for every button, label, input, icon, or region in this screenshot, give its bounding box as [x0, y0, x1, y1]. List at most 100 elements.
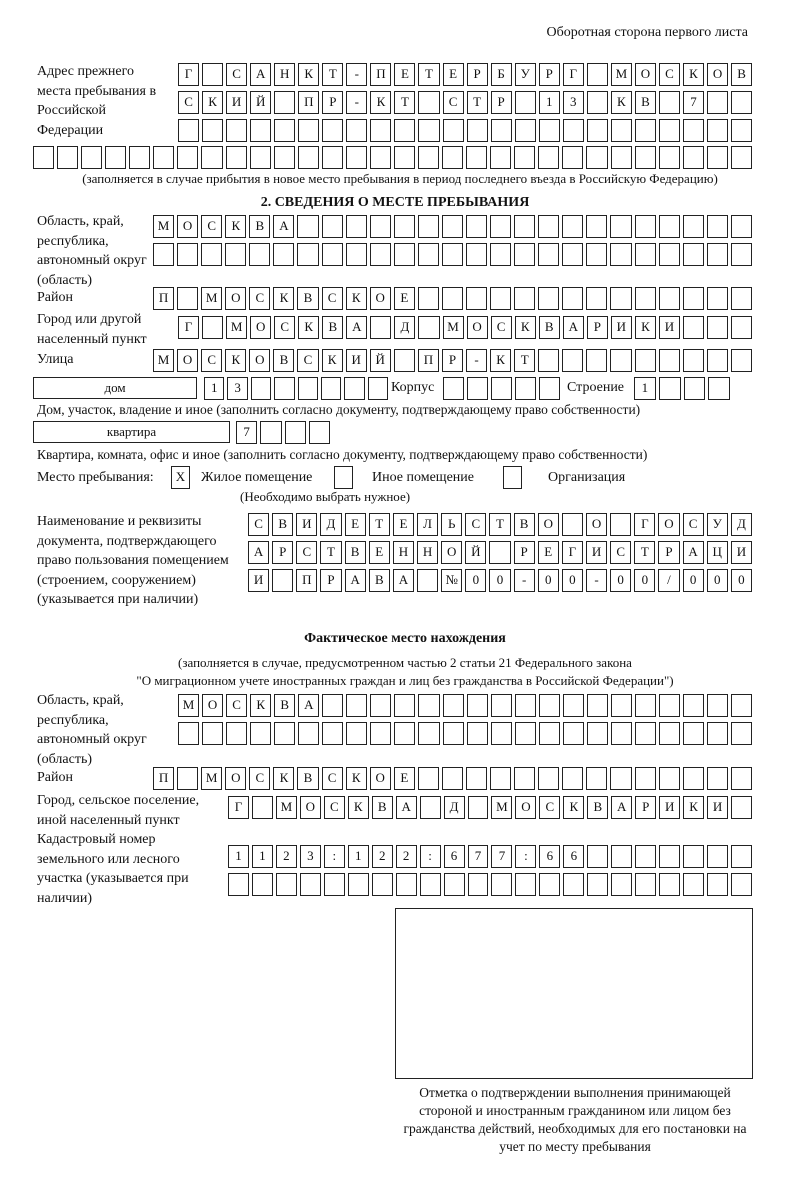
char-cell[interactable] — [659, 845, 681, 868]
char-cell[interactable]: К — [634, 316, 656, 339]
char-cell[interactable]: О — [466, 316, 488, 339]
char-cell[interactable] — [634, 349, 656, 372]
char-cell[interactable] — [394, 119, 416, 142]
char-cell[interactable]: 0 — [634, 569, 656, 592]
char-cell[interactable] — [658, 349, 680, 372]
char-cell[interactable] — [346, 694, 368, 717]
char-cell[interactable]: И — [585, 541, 608, 564]
char-cell[interactable]: А — [682, 541, 704, 564]
char-cell[interactable]: Г — [634, 513, 656, 536]
char-cell[interactable]: Р — [513, 541, 535, 564]
char-cell[interactable] — [417, 215, 439, 238]
char-cell[interactable] — [346, 119, 368, 142]
char-cell[interactable]: С — [682, 513, 704, 536]
char-cell[interactable]: Е — [442, 63, 464, 86]
char-cell[interactable]: 1 — [538, 91, 560, 114]
char-cell[interactable]: С — [539, 796, 561, 819]
char-cell[interactable] — [466, 767, 488, 790]
char-cell[interactable]: О — [707, 63, 729, 86]
stay-option-organization-checkbox[interactable] — [503, 466, 522, 489]
char-cell[interactable] — [562, 767, 584, 790]
char-cell[interactable] — [201, 243, 223, 266]
char-cell[interactable] — [442, 119, 464, 142]
char-cell[interactable] — [707, 873, 729, 896]
char-cell[interactable] — [634, 767, 656, 790]
char-cell[interactable] — [250, 722, 272, 745]
char-cell[interactable]: И — [658, 316, 680, 339]
char-cell[interactable] — [682, 146, 704, 169]
char-cell[interactable]: : — [323, 845, 345, 868]
char-cell[interactable]: И — [707, 796, 729, 819]
char-cell[interactable] — [489, 541, 511, 564]
char-cell[interactable]: В — [273, 349, 295, 372]
char-cell[interactable]: С — [249, 287, 271, 310]
char-cell[interactable] — [562, 215, 584, 238]
char-cell[interactable] — [178, 119, 200, 142]
char-cell[interactable] — [586, 63, 608, 86]
char-cell[interactable] — [344, 377, 365, 400]
char-cell[interactable]: К — [682, 63, 705, 86]
char-cell[interactable] — [587, 845, 609, 868]
char-cell[interactable] — [658, 215, 680, 238]
char-cell[interactable]: И — [730, 541, 752, 564]
char-cell[interactable] — [514, 146, 536, 169]
char-cell[interactable]: А — [273, 215, 295, 238]
char-cell[interactable]: И — [296, 513, 318, 536]
char-cell[interactable]: К — [273, 287, 295, 310]
char-cell[interactable] — [611, 873, 633, 896]
char-cell[interactable]: 0 — [489, 569, 511, 592]
char-cell[interactable] — [611, 845, 633, 868]
char-cell[interactable]: Р — [322, 91, 344, 114]
char-cell[interactable] — [367, 377, 388, 400]
char-cell[interactable] — [275, 873, 297, 896]
char-cell[interactable] — [105, 146, 127, 169]
char-cell[interactable] — [586, 287, 608, 310]
char-cell[interactable] — [586, 767, 608, 790]
char-cell[interactable] — [658, 694, 680, 717]
char-cell[interactable] — [514, 694, 536, 717]
char-cell[interactable]: Е — [393, 767, 415, 790]
char-cell[interactable] — [346, 722, 368, 745]
char-cell[interactable] — [610, 767, 632, 790]
char-cell[interactable]: К — [298, 316, 320, 339]
char-cell[interactable]: А — [344, 569, 366, 592]
char-cell[interactable]: 0 — [561, 569, 583, 592]
korpus-row[interactable] — [443, 377, 560, 400]
char-cell[interactable]: Р — [466, 63, 488, 86]
char-cell[interactable] — [441, 215, 464, 238]
char-cell[interactable] — [514, 767, 536, 790]
char-cell[interactable] — [730, 146, 752, 169]
char-cell[interactable] — [562, 119, 584, 142]
char-cell[interactable] — [202, 119, 224, 142]
char-cell[interactable] — [393, 215, 415, 238]
char-cell[interactable]: В — [587, 796, 609, 819]
char-cell[interactable] — [706, 243, 728, 266]
char-cell[interactable]: В — [297, 767, 319, 790]
char-cell[interactable] — [514, 722, 536, 745]
char-cell[interactable]: 1 — [251, 845, 273, 868]
char-cell[interactable]: О — [177, 215, 199, 238]
char-cell[interactable] — [33, 146, 55, 169]
char-cell[interactable]: С — [178, 91, 200, 114]
char-cell[interactable] — [730, 243, 752, 266]
char-cell[interactable] — [682, 694, 705, 717]
char-cell[interactable]: П — [153, 287, 175, 310]
char-cell[interactable] — [539, 873, 561, 896]
char-cell[interactable]: О — [585, 513, 608, 536]
char-cell[interactable] — [658, 377, 681, 400]
char-cell[interactable]: М — [201, 767, 223, 790]
char-cell[interactable] — [466, 215, 488, 238]
house-type-field[interactable]: дом — [33, 377, 197, 399]
char-cell[interactable] — [177, 767, 199, 790]
char-cell[interactable]: К — [490, 349, 512, 372]
char-cell[interactable]: А — [395, 796, 417, 819]
char-cell[interactable]: 0 — [465, 569, 487, 592]
char-cell[interactable] — [586, 694, 608, 717]
char-cell[interactable] — [707, 722, 729, 745]
prev-address-row-4[interactable] — [33, 146, 752, 169]
char-cell[interactable] — [586, 215, 608, 238]
char-cell[interactable]: Н — [416, 541, 439, 564]
char-cell[interactable]: 7 — [491, 845, 513, 868]
char-cell[interactable] — [562, 287, 584, 310]
char-cell[interactable] — [393, 146, 415, 169]
